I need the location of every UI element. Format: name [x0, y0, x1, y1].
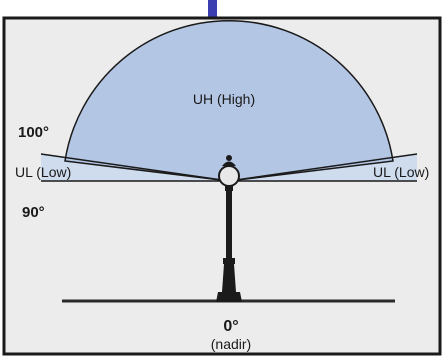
ul-low-label-left: UL (Low) [15, 164, 71, 180]
nadir-angle-label: 0° [223, 318, 238, 335]
angle-label-90: 90° [22, 204, 45, 221]
angle-line-left-100 [40, 153, 230, 182]
nadir-label: (nadir) [211, 336, 251, 352]
accent-bar [208, 0, 217, 18]
ul-low-label-right: UL (Low) [373, 164, 429, 180]
angle-line-right-100 [228, 153, 418, 182]
uh-high-label: UH (High) [193, 91, 255, 107]
street-lamp-icon [216, 155, 242, 302]
angle-label-100: 100° [18, 124, 49, 141]
uh-high-zone [64, 19, 394, 182]
